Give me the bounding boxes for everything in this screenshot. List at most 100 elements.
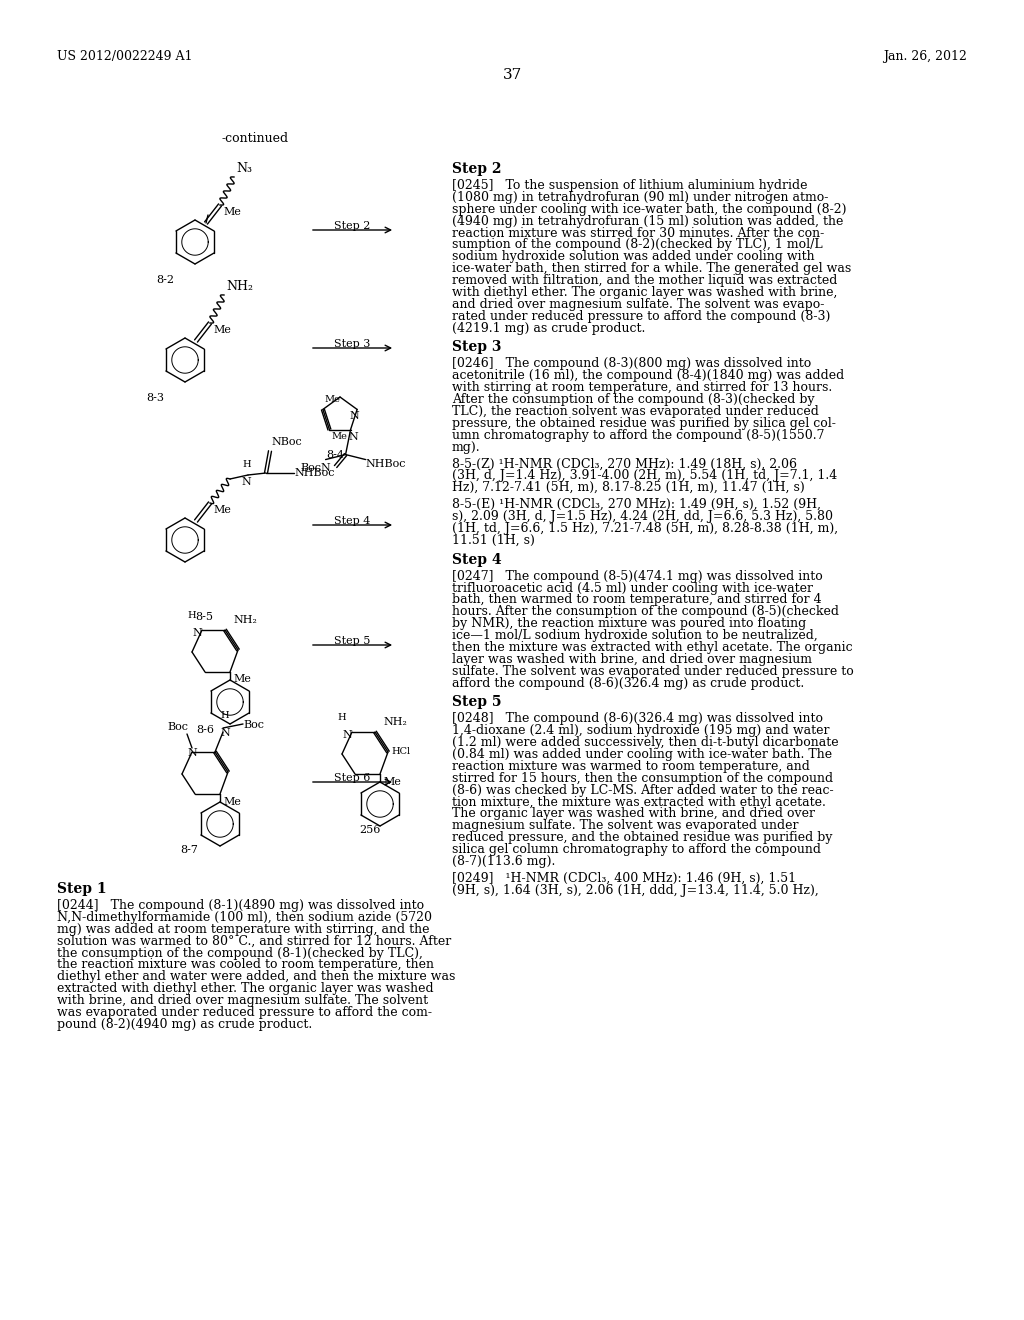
Text: the reaction mixture was cooled to room temperature, then: the reaction mixture was cooled to room … [57, 958, 434, 972]
Text: 37: 37 [503, 69, 521, 82]
Text: layer was washed with brine, and dried over magnesium: layer was washed with brine, and dried o… [452, 653, 812, 665]
Text: (1H, td, J=6.6, 1.5 Hz), 7.21-7.48 (5H, m), 8.28-8.38 (1H, m),: (1H, td, J=6.6, 1.5 Hz), 7.21-7.48 (5H, … [452, 521, 838, 535]
Text: Step 4: Step 4 [334, 516, 371, 525]
Text: magnesium sulfate. The solvent was evaporated under: magnesium sulfate. The solvent was evapo… [452, 820, 799, 833]
Text: s), 2.09 (3H, d, J=1.5 Hz), 4.24 (2H, dd, J=6.6, 5.3 Hz), 5.80: s), 2.09 (3H, d, J=1.5 Hz), 4.24 (2H, dd… [452, 510, 833, 523]
Text: [0245]   To the suspension of lithium aluminium hydride: [0245] To the suspension of lithium alum… [452, 180, 808, 191]
Text: HCl: HCl [391, 747, 411, 756]
Text: Me: Me [213, 506, 230, 515]
Text: NHBoc: NHBoc [366, 458, 407, 469]
Text: Boc: Boc [167, 722, 188, 733]
Text: Step 2: Step 2 [334, 220, 371, 231]
Text: H: H [187, 611, 196, 620]
Text: (8-6) was checked by LC-MS. After added water to the reac-: (8-6) was checked by LC-MS. After added … [452, 784, 834, 797]
Text: diethyl ether and water were added, and then the mixture was: diethyl ether and water were added, and … [57, 970, 456, 983]
Text: (3H, d, J=1.4 Hz), 3.91-4.00 (2H, m), 5.54 (1H, td, J=7.1, 1.4: (3H, d, J=1.4 Hz), 3.91-4.00 (2H, m), 5.… [452, 470, 838, 482]
Text: umn chromatography to afford the compound (8-5)(1550.7: umn chromatography to afford the compoun… [452, 429, 824, 442]
Text: Step 3: Step 3 [452, 341, 502, 355]
Text: silica gel column chromatography to afford the compound: silica gel column chromatography to affo… [452, 843, 821, 857]
Text: reaction mixture was stirred for 30 minutes. After the con-: reaction mixture was stirred for 30 minu… [452, 227, 824, 239]
Text: N₃: N₃ [236, 162, 252, 176]
Text: mg).: mg). [452, 441, 480, 454]
Text: was evaporated under reduced pressure to afford the com-: was evaporated under reduced pressure to… [57, 1006, 432, 1019]
Text: with diethyl ether. The organic layer was washed with brine,: with diethyl ether. The organic layer wa… [452, 286, 838, 298]
Text: bath, then warmed to room temperature, and stirred for 4: bath, then warmed to room temperature, a… [452, 594, 821, 606]
Text: trifluoroacetic acid (4.5 ml) under cooling with ice-water: trifluoroacetic acid (4.5 ml) under cool… [452, 582, 813, 594]
Text: sphere under cooling with ice-water bath, the compound (8-2): sphere under cooling with ice-water bath… [452, 203, 847, 215]
Text: Step 6: Step 6 [334, 774, 371, 783]
Text: Me: Me [223, 797, 241, 807]
Text: The organic layer was washed with brine, and dried over: The organic layer was washed with brine,… [452, 808, 815, 821]
Text: H: H [220, 711, 228, 719]
Text: Me: Me [325, 396, 341, 404]
Text: Hz), 7.12-7.41 (5H, m), 8.17-8.25 (1H, m), 11.47 (1H, s): Hz), 7.12-7.41 (5H, m), 8.17-8.25 (1H, m… [452, 482, 805, 494]
Text: (1080 mg) in tetrahydrofuran (90 ml) under nitrogen atmo-: (1080 mg) in tetrahydrofuran (90 ml) und… [452, 191, 828, 203]
Text: 8-2: 8-2 [156, 275, 174, 285]
Text: N: N [348, 432, 358, 442]
Text: N: N [241, 477, 251, 487]
Text: Step 1: Step 1 [57, 882, 106, 896]
Text: [0249]   ¹H-NMR (CDCl₃, 400 MHz): 1.46 (9H, s), 1.51: [0249] ¹H-NMR (CDCl₃, 400 MHz): 1.46 (9H… [452, 873, 796, 884]
Text: (0.84 ml) was added under cooling with ice-water bath. The: (0.84 ml) was added under cooling with i… [452, 748, 833, 762]
Text: reduced pressure, and the obtained residue was purified by: reduced pressure, and the obtained resid… [452, 832, 833, 845]
Text: NH₂: NH₂ [383, 717, 407, 727]
Text: (9H, s), 1.64 (3H, s), 2.06 (1H, ddd, J=13.4, 11.4, 5.0 Hz),: (9H, s), 1.64 (3H, s), 2.06 (1H, ddd, J=… [452, 884, 819, 896]
Text: [0248]   The compound (8-6)(326.4 mg) was dissolved into: [0248] The compound (8-6)(326.4 mg) was … [452, 713, 823, 726]
Text: Jan. 26, 2012: Jan. 26, 2012 [883, 50, 967, 63]
Text: BocN: BocN [301, 462, 332, 473]
Text: Me: Me [233, 675, 251, 684]
Text: N: N [193, 628, 202, 638]
Text: solution was warmed to 80° C., and stirred for 12 hours. After: solution was warmed to 80° C., and stirr… [57, 935, 452, 948]
Text: (8-7)(113.6 mg).: (8-7)(113.6 mg). [452, 855, 555, 869]
Text: 11.51 (1H, s): 11.51 (1H, s) [452, 533, 535, 546]
Text: 8-4: 8-4 [326, 450, 344, 459]
Text: 8-5-(E) ¹H-NMR (CDCl₃, 270 MHz): 1.49 (9H, s), 1.52 (9H,: 8-5-(E) ¹H-NMR (CDCl₃, 270 MHz): 1.49 (9… [452, 498, 821, 511]
Text: Step 2: Step 2 [452, 162, 502, 176]
Text: 8-3: 8-3 [146, 393, 164, 403]
Text: ice—1 mol/L sodium hydroxide solution to be neutralized,: ice—1 mol/L sodium hydroxide solution to… [452, 630, 818, 642]
Text: Step 3: Step 3 [334, 339, 371, 348]
Text: removed with filtration, and the mother liquid was extracted: removed with filtration, and the mother … [452, 275, 838, 286]
Text: rated under reduced pressure to afford the compound (8-3): rated under reduced pressure to afford t… [452, 310, 830, 322]
Text: [0244]   The compound (8-1)(4890 mg) was dissolved into: [0244] The compound (8-1)(4890 mg) was d… [57, 899, 424, 912]
Text: 1,4-dioxane (2.4 ml), sodium hydroxide (195 mg) and water: 1,4-dioxane (2.4 ml), sodium hydroxide (… [452, 725, 829, 738]
Text: NH₂: NH₂ [233, 615, 257, 624]
Text: Step 5: Step 5 [452, 696, 502, 709]
Text: by NMR), the reaction mixture was poured into floating: by NMR), the reaction mixture was poured… [452, 618, 806, 630]
Text: with brine, and dried over magnesium sulfate. The solvent: with brine, and dried over magnesium sul… [57, 994, 428, 1007]
Text: H: H [242, 459, 251, 469]
Text: N: N [349, 412, 358, 421]
Text: NH₂: NH₂ [226, 280, 253, 293]
Text: N: N [187, 748, 197, 758]
Text: [0246]   The compound (8-3)(800 mg) was dissolved into: [0246] The compound (8-3)(800 mg) was di… [452, 358, 811, 371]
Text: reaction mixture was warmed to room temperature, and: reaction mixture was warmed to room temp… [452, 760, 810, 774]
Text: ice-water bath, then stirred for a while. The generated gel was: ice-water bath, then stirred for a while… [452, 263, 851, 275]
Text: 8-7: 8-7 [180, 845, 198, 855]
Text: Step 5: Step 5 [334, 636, 371, 645]
Text: [0247]   The compound (8-5)(474.1 mg) was dissolved into: [0247] The compound (8-5)(474.1 mg) was … [452, 570, 822, 582]
Text: Me: Me [383, 777, 400, 787]
Text: -continued: -continued [222, 132, 289, 145]
Text: sumption of the compound (8-2)(checked by TLC), 1 mol/L: sumption of the compound (8-2)(checked b… [452, 239, 822, 251]
Text: N: N [342, 730, 352, 741]
Text: After the consumption of the compound (8-3)(checked by: After the consumption of the compound (8… [452, 393, 815, 407]
Text: TLC), the reaction solvent was evaporated under reduced: TLC), the reaction solvent was evaporate… [452, 405, 819, 418]
Text: then the mixture was extracted with ethyl acetate. The organic: then the mixture was extracted with ethy… [452, 642, 853, 653]
Text: Step 4: Step 4 [452, 553, 502, 566]
Text: Me: Me [213, 325, 230, 335]
Text: stirred for 15 hours, then the consumption of the compound: stirred for 15 hours, then the consumpti… [452, 772, 834, 785]
Text: Me: Me [332, 432, 347, 441]
Text: (4940 mg) in tetrahydrofuran (15 ml) solution was added, the: (4940 mg) in tetrahydrofuran (15 ml) sol… [452, 215, 844, 227]
Text: tion mixture, the mixture was extracted with ethyl acetate.: tion mixture, the mixture was extracted … [452, 796, 826, 809]
Text: 8-6: 8-6 [196, 725, 214, 735]
Text: (4219.1 mg) as crude product.: (4219.1 mg) as crude product. [452, 322, 645, 334]
Text: NBoc: NBoc [271, 437, 302, 447]
Text: pressure, the obtained residue was purified by silica gel col-: pressure, the obtained residue was purif… [452, 417, 836, 430]
Text: N,N-dimethylformamide (100 ml), then sodium azide (5720: N,N-dimethylformamide (100 ml), then sod… [57, 911, 432, 924]
Text: hours. After the consumption of the compound (8-5)(checked: hours. After the consumption of the comp… [452, 606, 839, 618]
Text: sulfate. The solvent was evaporated under reduced pressure to: sulfate. The solvent was evaporated unde… [452, 665, 854, 677]
Text: sodium hydroxide solution was added under cooling with: sodium hydroxide solution was added unde… [452, 251, 815, 263]
Text: the consumption of the compound (8-1)(checked by TLC),: the consumption of the compound (8-1)(ch… [57, 946, 423, 960]
Text: 8-5-(Z) ¹H-NMR (CDCl₃, 270 MHz): 1.49 (18H, s), 2.06: 8-5-(Z) ¹H-NMR (CDCl₃, 270 MHz): 1.49 (1… [452, 458, 797, 470]
Text: pound (8-2)(4940 mg) as crude product.: pound (8-2)(4940 mg) as crude product. [57, 1018, 312, 1031]
